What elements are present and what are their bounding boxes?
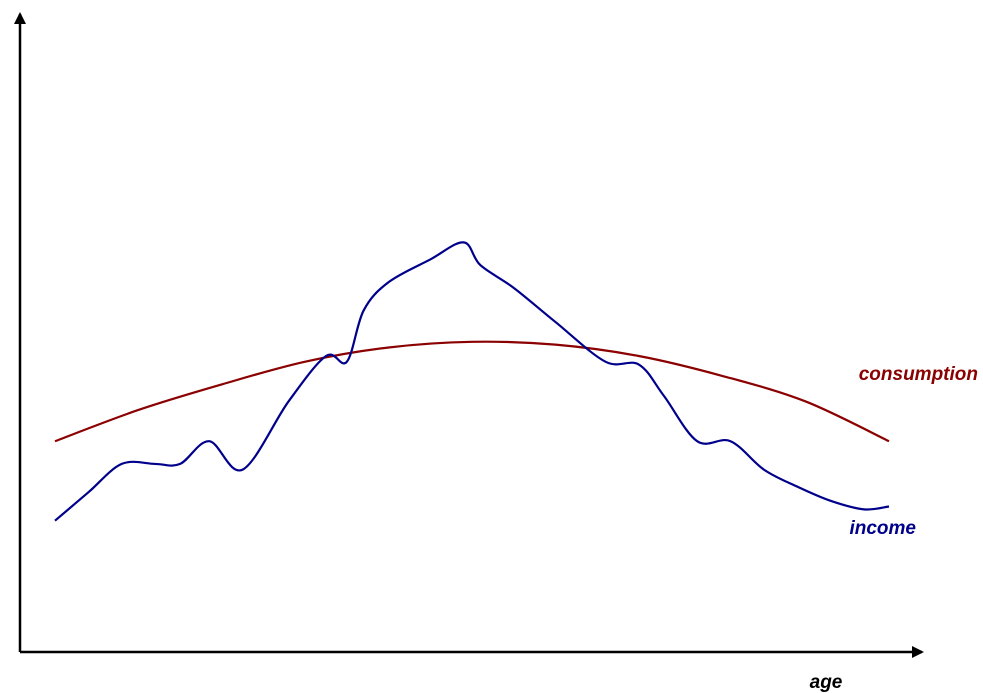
- x-axis-label: age: [810, 672, 843, 693]
- income-line: [54, 241, 890, 522]
- data-points: [54, 241, 891, 522]
- consumption-line: [54, 340, 890, 443]
- income-series-label: income: [849, 518, 916, 539]
- consumption-series-label: consumption: [859, 364, 978, 385]
